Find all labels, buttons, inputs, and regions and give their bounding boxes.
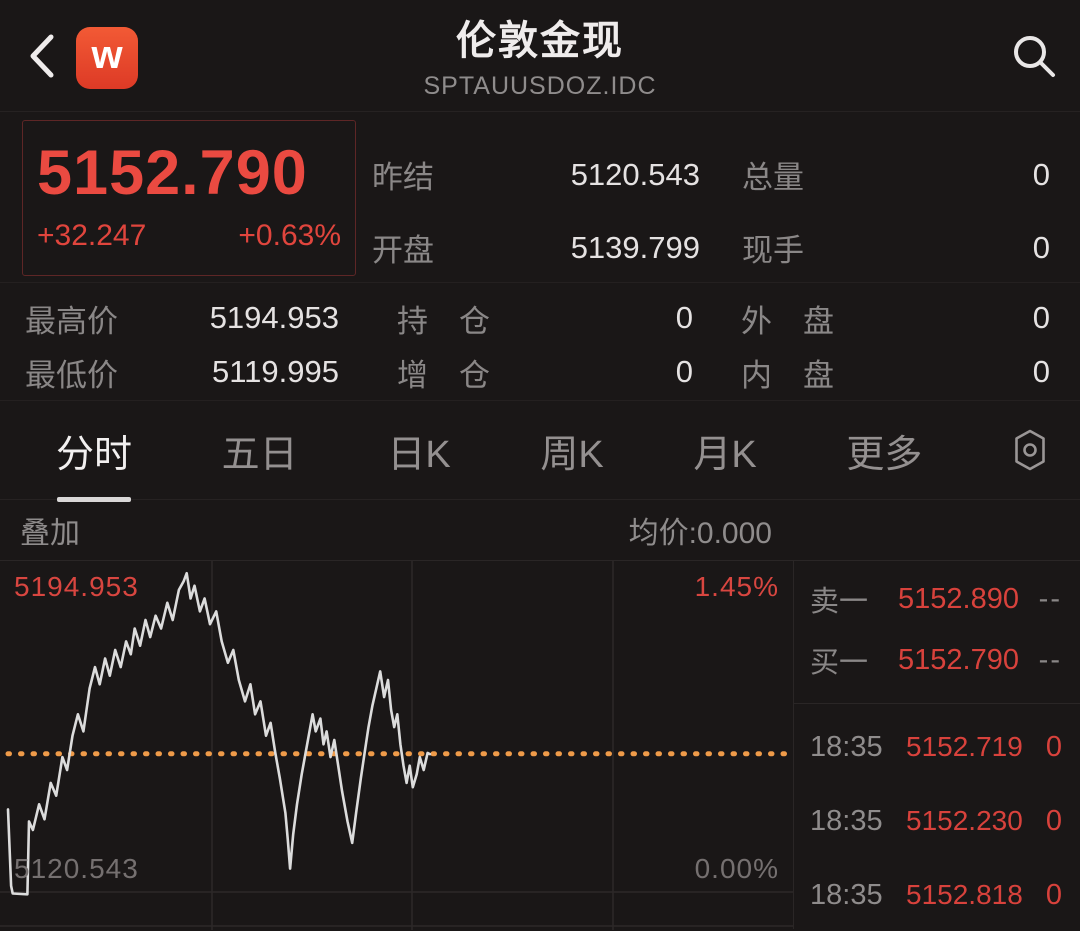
trade-volume: 0 [1045,878,1062,911]
chart-settings-button[interactable] [1004,424,1056,476]
stat-value-open: 5139.799 [570,229,700,265]
back-button[interactable] [16,26,68,86]
detail-stats: 最高价 5194.953 持 仓 0 外 盘 0 最低价 5119.995 增 … [0,282,1080,400]
stat-label-high: 最高价 [25,303,118,339]
stat-row: 最高价 5194.953 持 仓 0 外 盘 0 [25,291,1050,345]
trade-row: 18:35 5152.230 0 [810,804,1062,838]
stat-label-total-volume: 总量 [742,160,804,195]
quote-section: 5152.790 +32.247 +0.63% 昨结 5120.543 总量 0… [0,112,1080,282]
stat-label-interest-change: 增 仓 [397,357,490,393]
search-button[interactable] [1006,26,1062,86]
chart-zone: 5194.953 1.45% 5120.543 0.00% 卖一 5152.89… [0,560,1080,930]
price-line [6,571,432,896]
quote-stats: 昨结 5120.543 总量 0 开盘 5139.799 现手 0 [356,118,1080,282]
chart-canvas [0,561,793,930]
page-title: 伦敦金现 [456,19,624,63]
stat-value-low: 5119.995 [212,354,339,389]
chart-low-label: 5120.543 [14,853,139,884]
symbol-code: SPTAUUSDOZ.IDC [423,72,657,100]
stat-label-outer-volume: 外 盘 [741,303,834,339]
last-price: 5152.790 [37,138,308,208]
last-price-box: 5152.790 +32.247 +0.63% [22,120,356,276]
stat-row: 昨结 5120.543 总量 0 [372,138,1050,211]
tab-weekly-k[interactable]: 周K [540,433,604,476]
trade-price: 5152.719 [906,731,1023,762]
stat-label-prev-close: 昨结 [372,160,434,195]
stat-value-total-volume: 0 [1032,156,1050,192]
trade-time: 18:35 [810,730,883,763]
bid-volume: -- [1038,643,1062,676]
order-book-panel: 卖一 5152.890 -- 买一 5152.790 -- 18:35 5152… [793,561,1080,929]
stat-value-outer-volume: 0 [1032,300,1050,335]
tab-monthly-k[interactable]: 月K [693,433,757,476]
trades-list: 18:35 5152.719 0 18:35 5152.230 0 18:35 … [810,730,1062,912]
chart-grid [0,561,793,930]
chart-toolbar: 叠加 均价:0.000 [0,500,1080,560]
stat-value-prev-close: 5120.543 [570,156,700,192]
trade-volume: 0 [1045,730,1062,763]
bid-price: 5152.790 [898,643,1019,676]
trade-time: 18:35 [810,878,883,911]
stat-value-inner-volume: 0 [1032,354,1050,389]
intraday-chart[interactable]: 5194.953 1.45% 5120.543 0.00% [0,561,793,930]
trade-volume: 0 [1045,804,1062,837]
search-icon [1014,36,1055,77]
book-divider [794,703,1080,704]
ask-label: 卖一 [810,586,869,618]
tab-5day[interactable]: 五日 [221,433,298,476]
stat-label-current-lot: 现手 [742,233,804,268]
stat-row: 最低价 5119.995 增 仓 0 内 盘 0 [25,345,1050,399]
stat-row: 开盘 5139.799 现手 0 [372,211,1050,284]
chart-high-label: 5194.953 [14,571,139,602]
hexagon-settings-icon [1015,429,1045,471]
stat-value-current-lot: 0 [1032,229,1050,265]
title-block: 伦敦金现 SPTAUUSDOZ.IDC [0,8,1080,101]
header: w 伦敦金现 SPTAUUSDOZ.IDC [0,0,1080,112]
stat-label-open-interest: 持 仓 [397,303,490,339]
ask-price: 5152.890 [898,582,1019,615]
ask-row: 卖一 5152.890 -- [810,581,1062,619]
wind-app-logo[interactable]: w [76,27,138,89]
stat-value-high: 5194.953 [209,300,339,335]
price-change: +32.247 [37,219,147,252]
trade-row: 18:35 5152.719 0 [810,730,1062,764]
bid-row: 买一 5152.790 -- [810,642,1062,680]
trade-price: 5152.230 [906,805,1023,836]
chart-high-pct-label: 1.45% [694,571,779,602]
back-chevron-icon [30,34,54,78]
bid-label: 买一 [810,647,869,679]
ask-volume: -- [1038,582,1062,615]
trade-time: 18:35 [810,804,883,837]
stat-value-interest-change: 0 [675,354,693,389]
tab-more[interactable]: 更多 [846,433,923,476]
trade-row: 18:35 5152.818 0 [810,878,1062,912]
overlay-button[interactable]: 叠加 [20,517,80,550]
stat-value-open-interest: 0 [675,300,693,335]
price-change-row: +32.247 +0.63% [37,219,341,253]
tab-daily-k[interactable]: 日K [387,433,451,476]
stat-label-inner-volume: 内 盘 [741,357,834,393]
chart-zero-pct-label: 0.00% [694,853,779,884]
chart-period-tabs: 分时 五日 日K 周K 月K 更多 [0,400,1080,500]
price-change-pct: +0.63% [238,219,341,252]
trade-price: 5152.818 [906,879,1023,910]
avg-price-label: 均价:0.000 [628,517,772,550]
tab-intraday[interactable]: 分时 [48,423,140,478]
stat-label-open: 开盘 [372,233,434,268]
stat-label-low: 最低价 [25,357,118,393]
logo-letter: w [91,33,123,77]
